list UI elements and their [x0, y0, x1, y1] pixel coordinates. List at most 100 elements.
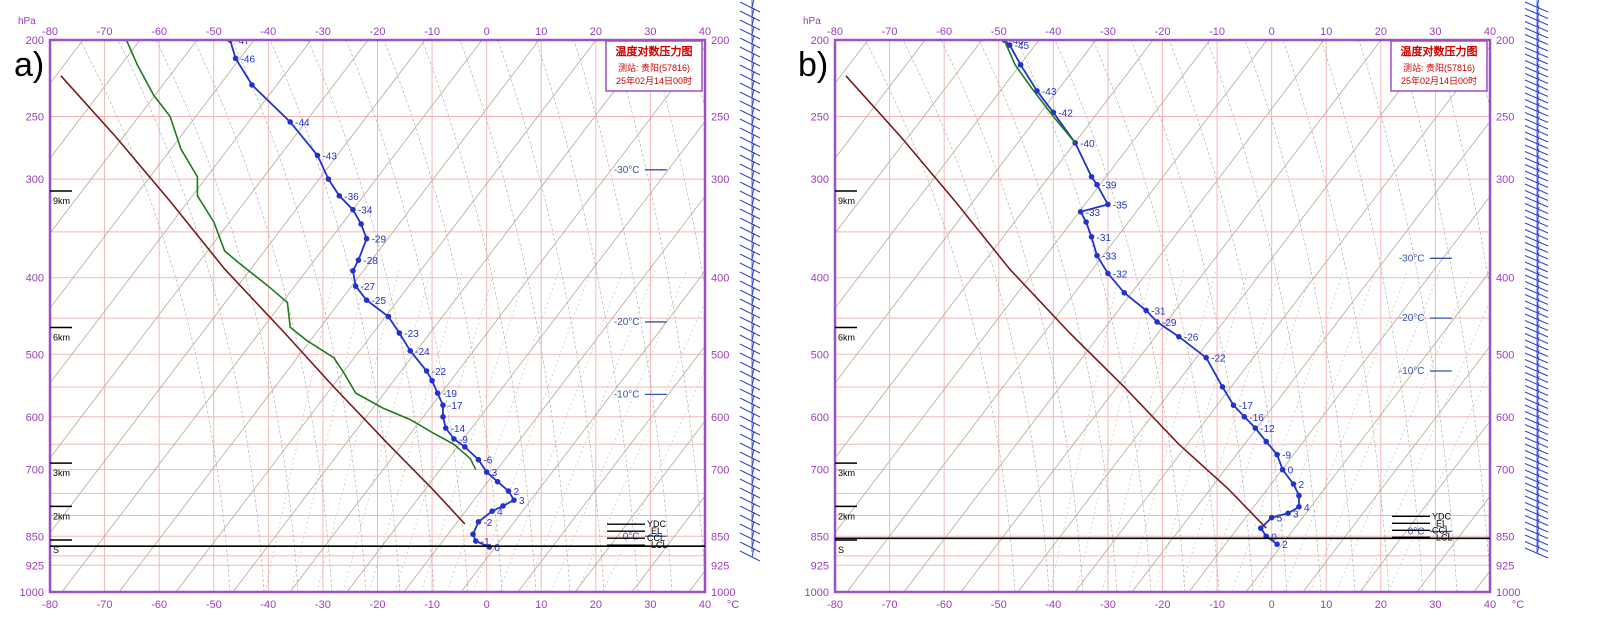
wind-barb [1524, 248, 1549, 260]
wind-barb [739, 298, 761, 310]
x-tick-label-bottom: -50 [991, 599, 1007, 611]
y-tick-label-right: 200 [1496, 35, 1514, 47]
wind-barb [1524, 261, 1549, 273]
y-tick-label-left: 850 [811, 531, 829, 543]
x-tick-label-bottom: -80 [42, 599, 58, 611]
x-tick-label-top: -30 [315, 26, 331, 38]
dry-adiabat-line [835, 40, 1097, 384]
temperature-point [355, 257, 362, 263]
wind-barb [739, 28, 761, 40]
wind-barb [1524, 164, 1549, 175]
x-tick-label-bottom: 40 [1484, 599, 1496, 611]
temperature-data-label: -1 [481, 537, 490, 548]
wind-barb [739, 262, 761, 274]
wind-barb [739, 118, 761, 130]
temperature-data-label: -17 [1238, 401, 1253, 412]
x-tick-label-top: 20 [590, 26, 602, 38]
moist-adiabat-line [1282, 40, 1390, 592]
temperature-point [1279, 466, 1286, 473]
dry-adiabat-line [631, 495, 705, 592]
wind-barb [1524, 170, 1549, 182]
wind-barb [1524, 8, 1549, 19]
wind-barb [739, 433, 761, 445]
dry-adiabat-line [835, 40, 869, 85]
x-tick-label-bottom: 20 [1375, 599, 1387, 611]
wind-barb [1524, 326, 1549, 338]
moist-adiabat-line [155, 40, 299, 592]
isotherm-label: -20°C [614, 317, 640, 328]
temperature-point [440, 413, 446, 420]
moist-adiabat-line [459, 40, 571, 592]
wind-barb [739, 442, 761, 454]
temperature-data-label: 0 [1288, 466, 1294, 477]
moist-adiabat-line [940, 40, 1084, 592]
wind-barb [1524, 534, 1549, 546]
station-label: 测站: 贵阳(57816) [1403, 62, 1475, 73]
wind-barb [1524, 60, 1549, 71]
moist-adiabat-line [1244, 40, 1356, 592]
temperature-point [1176, 333, 1182, 340]
wind-barb [739, 406, 761, 418]
height-mark-label: 9km [53, 196, 70, 206]
wind-barb [1524, 34, 1549, 45]
y-tick-label-left: 925 [811, 560, 829, 572]
temperature-point [1285, 510, 1291, 517]
isotherm-label: -30°C [614, 165, 640, 176]
x-tick-label-top: -50 [206, 26, 222, 38]
wind-barb [1524, 79, 1549, 91]
dry-adiabat-line [289, 45, 705, 592]
wind-barb [739, 352, 761, 364]
temperature-point [1088, 173, 1095, 180]
temperature-data-label: -14 [451, 424, 466, 435]
temperature-data-label: -34 [358, 206, 373, 217]
wind-barb [1524, 287, 1549, 299]
temperature-data-label: -48 [1009, 36, 1024, 47]
wind-barb [739, 289, 761, 301]
dry-adiabat-line [835, 40, 983, 234]
dry-adiabat-line [1188, 195, 1490, 592]
moist-adiabat-line [535, 40, 639, 592]
wind-barb [739, 235, 761, 247]
wind-barb [1524, 177, 1549, 188]
wind-barb [1524, 495, 1549, 507]
wind-barb [1524, 541, 1549, 552]
dry-adiabat-line [1473, 570, 1490, 592]
level-marker-label: LCL [651, 540, 668, 550]
temperature-point [489, 508, 495, 514]
wind-barb [1524, 463, 1549, 474]
dry-adiabat-line [846, 40, 1268, 592]
wind-barb [1524, 131, 1549, 143]
wind-barb [1524, 346, 1549, 357]
wind-barb [739, 244, 761, 256]
temperature-data-label: -40 [1080, 139, 1095, 150]
temperature-point [1105, 201, 1111, 208]
y-tick-label-left: 600 [811, 412, 829, 424]
temperature-point [1094, 252, 1100, 259]
x-tick-label-top: 0 [484, 26, 490, 38]
dry-adiabat-line [460, 270, 705, 592]
plot-frame [48, 38, 707, 594]
wind-barb [739, 451, 761, 463]
wind-barb [1524, 151, 1549, 162]
x-tick-label-top: -20 [370, 26, 386, 38]
wind-barb [739, 325, 761, 337]
dry-adiabat-line [1017, 40, 1439, 592]
wind-barb [1524, 320, 1549, 331]
mixing-ratio-line [550, 269, 688, 592]
y-tick-label-right: 250 [711, 112, 729, 124]
y-tick-label-right: 1000 [711, 587, 735, 599]
x-tick-label-top: -70 [97, 26, 113, 38]
wind-barb [1524, 99, 1549, 110]
wind-barb [1524, 53, 1549, 65]
dry-adiabat-line [1588, 40, 1599, 592]
dry-adiabat-line [346, 120, 705, 592]
x-tick-label-bottom: -20 [1155, 599, 1171, 611]
wind-barb [739, 64, 761, 76]
wind-barb [1524, 209, 1549, 221]
panel-label: b) [798, 46, 828, 84]
x-tick-label-bottom: 10 [1320, 599, 1332, 611]
dry-adiabat-line [835, 40, 1211, 534]
y-tick-label-left: 300 [811, 174, 829, 186]
moist-adiabat-line [307, 40, 435, 592]
x-tick-label-top: -80 [42, 26, 58, 38]
